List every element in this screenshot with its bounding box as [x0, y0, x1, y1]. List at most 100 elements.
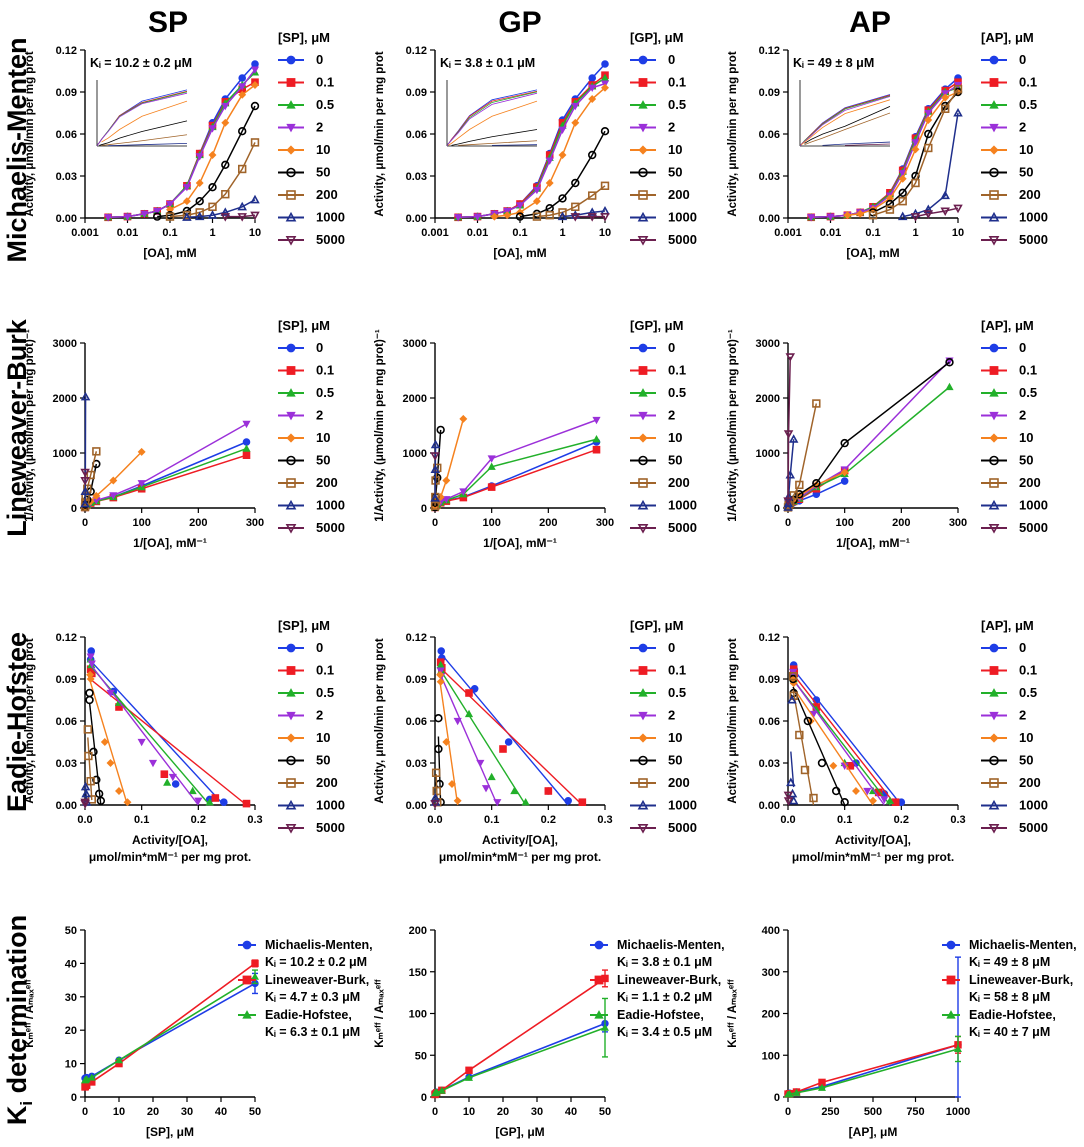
data-point: [803, 716, 813, 726]
y-axis-label: 1/Activity, (μmol/min per mg prot)⁻¹: [374, 329, 386, 522]
inset-series-line: [108, 142, 188, 147]
legend-label: 5000: [1019, 232, 1048, 247]
y-tick-label: 2000: [403, 393, 427, 405]
ki-legend-method: Eadie-Hofstee,: [617, 1008, 704, 1022]
data-point: [436, 667, 445, 675]
ki-point: [251, 972, 259, 980]
data-point: [787, 694, 797, 704]
legend-marker: [637, 499, 649, 510]
ki-legend-value: Kᵢ = 40 ± 7 μM: [969, 1025, 1050, 1039]
y-tick-label: 0.09: [56, 87, 77, 99]
data-point: [182, 211, 192, 220]
legend-marker: [286, 711, 296, 721]
legend-marker: [286, 455, 296, 466]
legend-label: 0: [668, 340, 675, 355]
legend-marker: [638, 478, 648, 488]
data-point: [221, 118, 230, 127]
y-tick-label: 0.03: [759, 758, 780, 770]
x-axis-label: Activity/[OA],: [482, 833, 558, 847]
column-titles: SP GP AP: [148, 6, 891, 39]
legend-marker: [286, 167, 296, 178]
legend-marker: [989, 55, 999, 65]
x-tick-label: 0.0: [77, 814, 92, 826]
data-point: [251, 81, 259, 89]
data-point: [80, 476, 90, 486]
data-point: [941, 104, 950, 114]
data-point: [182, 197, 191, 206]
legend-label: 0: [1019, 52, 1026, 67]
data-point: [856, 209, 865, 218]
y-tick-label: 1000: [403, 448, 427, 460]
x-axis-label: [AP], μM: [849, 1125, 898, 1139]
ki-legend-method: Lineweaver-Burk,: [265, 973, 369, 987]
data-point: [587, 207, 597, 216]
data-point: [80, 498, 90, 508]
inset-series-line: [99, 120, 188, 146]
legend-label: 200: [1019, 775, 1041, 790]
legend-marker: [286, 78, 296, 87]
legend-marker: [988, 823, 1000, 834]
legend-label: 1000: [1019, 498, 1048, 513]
y-tick-label: 0: [71, 1092, 77, 1104]
x-tick-label: 0: [432, 517, 438, 529]
x-axis-label: 1/[OA], mM⁻¹: [483, 536, 557, 550]
ki-point: [818, 1083, 826, 1091]
legend-marker: [989, 145, 999, 155]
chart-mm-ap: 0.00 0.03 0.06 0.09 0.12 0.001 0.01 0.1 1 10 [OA],…: [727, 45, 964, 260]
data-point: [250, 101, 260, 111]
data-point: [487, 462, 496, 470]
data-point: [891, 798, 900, 806]
legend-title: [GP], μM: [630, 618, 683, 633]
data-point: [863, 787, 872, 796]
data-point: [852, 787, 860, 795]
ki-point: [601, 1023, 609, 1031]
data-point: [251, 60, 259, 68]
data-point: [430, 439, 441, 449]
data-point: [96, 796, 106, 805]
legend-lb-gp: [GP], μM 0 0.1 0.5 2 10 50 200 1000 5000: [630, 318, 697, 535]
chart-ki-sp: 0 10 20 30 40 50 0 10 20 30 40 50 [SP], μM Kₘᵉᶠᶠ / Aₘ…: [24, 925, 261, 1139]
x-axis-label-2: μmol/min*mM⁻¹ per mg prot.: [792, 850, 954, 864]
series-line: [84, 447, 247, 508]
data-point: [571, 118, 580, 127]
column-title-gp: GP: [498, 6, 541, 39]
data-point: [221, 190, 230, 199]
legend-mm-sp: [SP], μM 0 0.1 0.5 2 10 50 200 1000 5000: [278, 30, 345, 247]
legend-label: 10: [1019, 142, 1033, 157]
legend-label: 0.5: [668, 385, 686, 400]
row-title-eadie-hofstee: Eadie-Hofstee: [2, 632, 32, 812]
legend-marker: [285, 799, 297, 810]
x-tick-label: 40: [215, 1106, 227, 1118]
inset-series-line: [96, 91, 188, 146]
legend-title: [AP], μM: [981, 618, 1034, 633]
legend-label: 50: [668, 453, 682, 468]
data-point: [786, 777, 796, 787]
data-point: [104, 214, 113, 222]
legend-marker: [637, 799, 649, 810]
fit-line: [440, 667, 583, 806]
legend-eh-sp: [SP], μM 0 0.1 0.5 2 10 50 200 1000 5000: [278, 618, 345, 835]
y-tick-label: 0.09: [406, 674, 427, 686]
legend-marker: [989, 455, 999, 466]
fit-line: [88, 702, 102, 806]
y-tick-label: 200: [762, 1009, 780, 1021]
legend-label: 0.1: [668, 363, 686, 378]
legend-label: 2: [316, 708, 323, 723]
legend-marker: [638, 145, 648, 155]
legend-label: 10: [668, 142, 682, 157]
data-point: [430, 464, 441, 474]
y-tick-label: 0.12: [56, 632, 77, 644]
inset-series-line: [101, 134, 188, 146]
y-tick-label: 0: [774, 503, 780, 515]
fit-line: [440, 674, 498, 806]
legend-title: [GP], μM: [630, 318, 683, 333]
x-axis-label: 1/[OA], mM⁻¹: [836, 536, 910, 550]
row-title-ki-determination: Ki determination: [2, 915, 36, 1125]
legend-label: 0.5: [1019, 97, 1037, 112]
ki-point: [954, 1044, 962, 1053]
ki-point: [465, 1066, 473, 1074]
data-point: [783, 497, 793, 506]
y-tick-label: 0.12: [406, 632, 427, 644]
y-tick-label: 0.09: [759, 674, 780, 686]
data-point: [571, 102, 580, 111]
